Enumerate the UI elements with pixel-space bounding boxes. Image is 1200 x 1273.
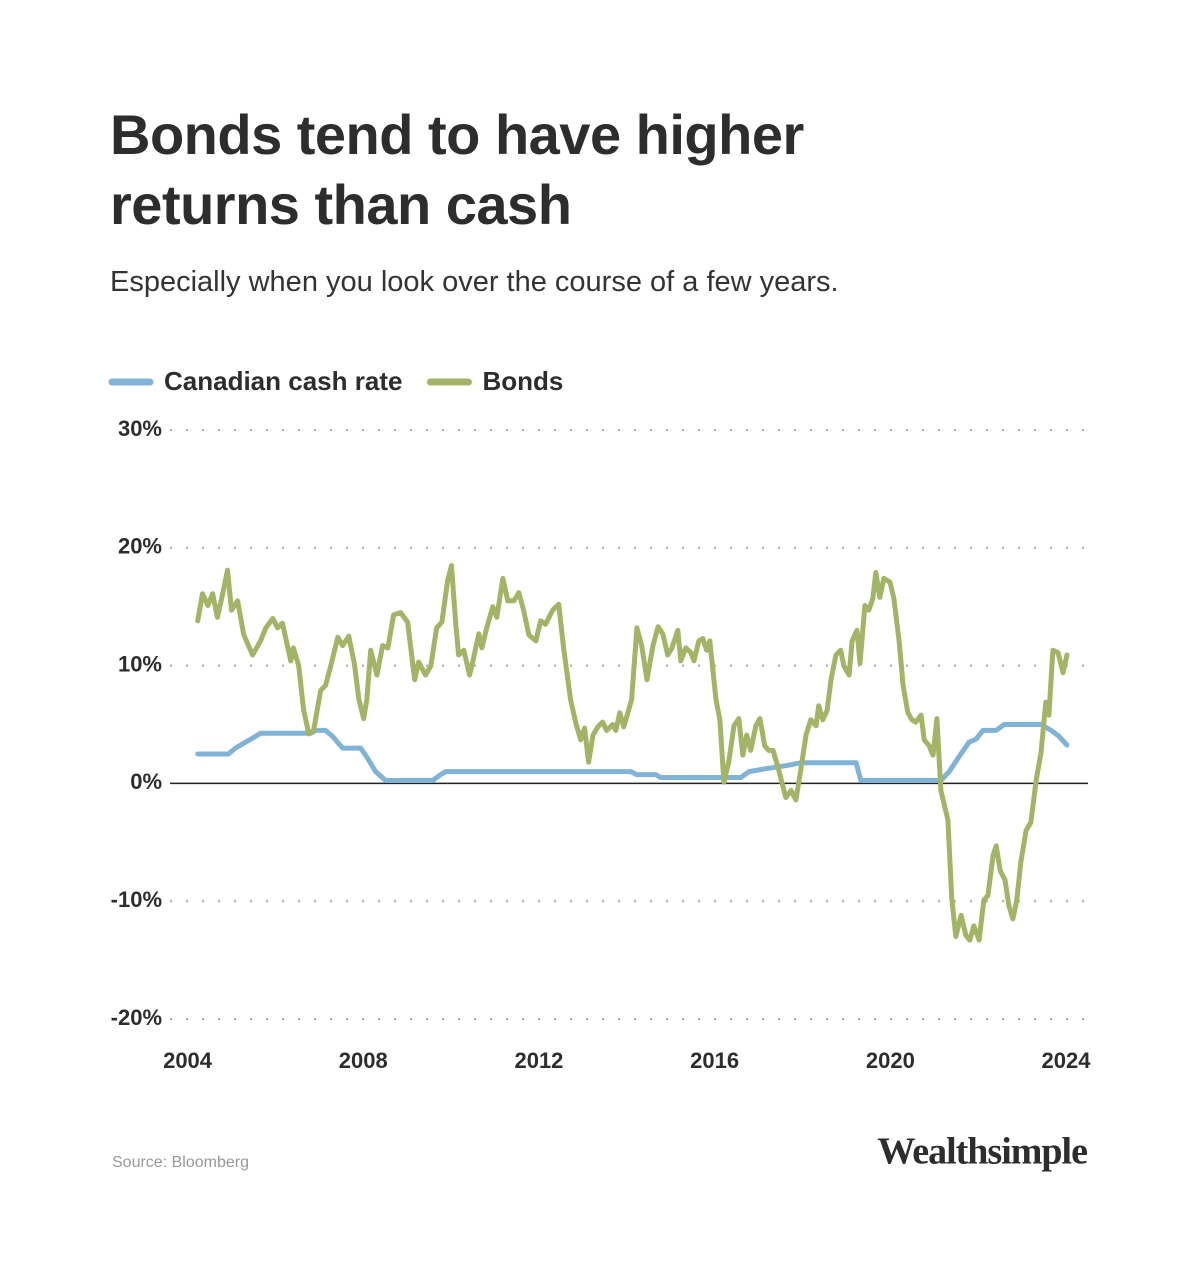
y-tick-label: 30%	[118, 416, 162, 441]
x-tick-label: 2012	[514, 1048, 563, 1073]
y-tick-label: -20%	[111, 1005, 162, 1030]
chart-subtitle: Especially when you look over the course…	[110, 266, 839, 298]
x-tick-label: 2008	[339, 1048, 388, 1073]
x-tick-label: 2016	[690, 1048, 739, 1073]
y-tick-label: 10%	[118, 651, 162, 676]
legend-label: Canadian cash rate	[164, 366, 402, 396]
y-tick-label: 0%	[130, 769, 162, 794]
y-tick-label: -10%	[111, 887, 162, 912]
y-tick-label: 20%	[118, 534, 162, 559]
brand-logo: Wealthsimple	[877, 1131, 1087, 1173]
source-note: Source: Bloomberg	[112, 1154, 249, 1171]
legend-label: Bonds	[482, 366, 563, 396]
series-line	[195, 563, 1070, 943]
chart-title: Bonds tend to have higher returns than c…	[110, 103, 804, 236]
x-tick-label: 2020	[866, 1048, 915, 1073]
x-tick-label: 2004	[163, 1048, 213, 1073]
x-tick-label: 2024	[1042, 1048, 1092, 1073]
